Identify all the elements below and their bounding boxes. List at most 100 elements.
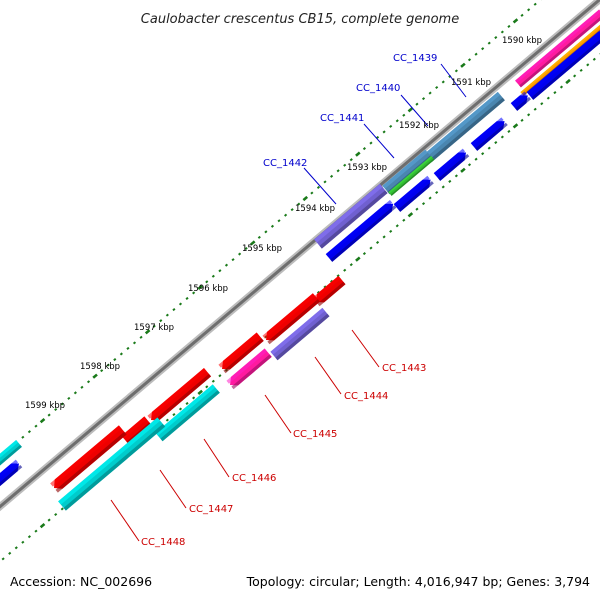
tick-label: 1595 kbp — [242, 244, 282, 254]
label-leader-line — [203, 438, 230, 478]
label-leader-line — [351, 329, 380, 368]
feature-pink-top-shadow — [519, 17, 600, 88]
tick-dot — [218, 269, 222, 273]
gene-label-cc1443[interactable]: CC_1443 — [382, 363, 426, 374]
feature-rev-cds-shadow — [317, 281, 346, 307]
tick-dot — [21, 435, 25, 439]
feature-cds-shadow — [398, 181, 434, 212]
tick-dot — [467, 163, 472, 167]
feature-cyan-shadow — [160, 390, 220, 442]
feature-cds-left — [0, 459, 23, 487]
tick-dot — [421, 97, 426, 101]
tick-dot — [14, 546, 18, 550]
tick-dot — [205, 280, 209, 284]
tick-dot — [565, 78, 571, 85]
tick-dot — [100, 369, 104, 373]
feature-cyan-body — [155, 384, 220, 442]
tick-dot — [402, 218, 406, 222]
tick-label: 1592 kbp — [399, 121, 439, 131]
feature-orange-top-highlight — [520, 24, 600, 94]
feature-rev-cds-body — [266, 293, 320, 341]
gene-label-cc1448[interactable]: CC_1448 — [141, 537, 185, 548]
tick-dot — [592, 57, 596, 61]
tick-label: 1596 kbp — [188, 284, 228, 294]
tick-dot — [39, 417, 46, 424]
feature-purple-shadow — [275, 313, 330, 361]
feature-cds-left-shadow — [0, 464, 23, 487]
feature-pink-shadow — [231, 354, 272, 390]
feature-orange-top-shadow — [522, 29, 600, 96]
tick-dot — [355, 151, 361, 157]
tick-dot — [428, 196, 432, 200]
gene-label-cc1440[interactable]: CC_1440 — [356, 83, 400, 94]
tick-dot — [460, 62, 466, 68]
tick-dot — [178, 302, 183, 306]
tick-dot — [500, 30, 504, 34]
feature-steelblue-highlight — [424, 91, 501, 157]
gene-label-cc1447[interactable]: CC_1447 — [189, 504, 233, 515]
tick-dot — [165, 418, 169, 422]
feature-cds-body — [470, 121, 505, 151]
gene-label-cc1442[interactable]: CC_1442 — [263, 158, 307, 169]
tick-dot — [119, 352, 123, 356]
feature-cds-highlight — [393, 175, 430, 207]
feature-rev-cds-shadow — [152, 373, 212, 425]
feature-cds — [325, 199, 397, 262]
tick-dot — [67, 396, 71, 400]
gene-label-cc1444[interactable]: CC_1444 — [344, 391, 388, 402]
tick-dot — [224, 263, 229, 267]
feature-green — [388, 155, 435, 196]
tick-dot — [494, 141, 498, 145]
feature-green-highlight — [388, 155, 433, 194]
tick-dot — [527, 8, 531, 12]
tick-dot — [192, 396, 196, 400]
tick-dot — [330, 174, 334, 178]
feature-steelblue-highlight — [382, 149, 428, 189]
gene-labels — [110, 63, 467, 542]
feature-steelblue-body — [382, 149, 433, 195]
feature-cds-body — [393, 179, 431, 212]
label-leader-line — [363, 123, 395, 159]
tick-dot — [395, 119, 399, 123]
tick-dot — [73, 391, 77, 395]
tick-dot — [244, 246, 248, 251]
tick-dot — [512, 18, 519, 24]
feature-purple-body — [270, 307, 330, 361]
tick-dot — [139, 335, 143, 339]
tick-dot — [579, 68, 583, 72]
feature-green-body — [388, 155, 435, 196]
tick-dot — [54, 512, 58, 517]
feature-pink-body — [230, 348, 272, 386]
label-leader-line — [264, 394, 292, 434]
tick-dot — [520, 13, 524, 17]
feature-tracks — [0, 9, 600, 511]
gene-label-cc1439[interactable]: CC_1439 — [393, 53, 437, 64]
feature-rev-cds — [218, 332, 264, 374]
tick-dot — [231, 258, 235, 262]
gene-label-cc1446[interactable]: CC_1446 — [232, 473, 276, 484]
feature-rev-cds-shadow — [223, 338, 264, 374]
label-leader-line — [303, 167, 337, 205]
feature-pink-top — [515, 9, 600, 88]
feature-steelblue — [424, 91, 505, 163]
tick-dot — [54, 407, 58, 412]
feature-rev-cds-body — [54, 425, 127, 489]
feature-purple — [314, 183, 388, 249]
tick-dot — [362, 147, 366, 151]
tick-dot — [527, 113, 531, 117]
tick-dot — [533, 107, 537, 111]
tick-dot — [402, 113, 406, 117]
feature-cds-shadow — [438, 153, 470, 181]
tick-dot — [507, 24, 511, 28]
feature-cds-small — [510, 91, 531, 111]
tick-dot — [540, 102, 544, 106]
tick-dot — [113, 357, 117, 362]
tick-dot — [27, 535, 31, 539]
feature-cyan-shadow — [63, 423, 166, 511]
tick-dot — [369, 246, 373, 250]
tick-dot — [310, 191, 314, 195]
gene-label-cc1445[interactable]: CC_1445 — [293, 429, 337, 440]
gene-label-cc1441[interactable]: CC_1441 — [320, 113, 364, 124]
tick-dot — [80, 385, 84, 389]
tick-dot — [132, 341, 137, 345]
